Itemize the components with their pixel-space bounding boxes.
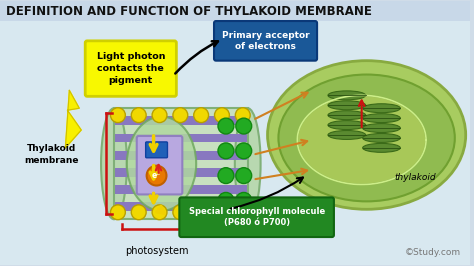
Circle shape: [236, 193, 252, 208]
Circle shape: [152, 205, 167, 220]
Circle shape: [235, 205, 250, 220]
Circle shape: [173, 205, 188, 220]
Circle shape: [215, 108, 229, 123]
Circle shape: [236, 143, 252, 159]
FancyBboxPatch shape: [214, 21, 317, 61]
Polygon shape: [65, 90, 81, 148]
Circle shape: [218, 193, 234, 208]
Circle shape: [235, 108, 250, 123]
Circle shape: [218, 118, 234, 134]
Ellipse shape: [363, 134, 401, 142]
Ellipse shape: [297, 95, 426, 185]
FancyBboxPatch shape: [146, 142, 167, 158]
Text: Light photon
contacts the
pigment: Light photon contacts the pigment: [97, 52, 165, 85]
Ellipse shape: [328, 131, 365, 139]
Bar: [114, 134, 248, 143]
Bar: [114, 108, 248, 219]
Text: Primary acceptor
of electrons: Primary acceptor of electrons: [222, 31, 310, 51]
Ellipse shape: [278, 74, 455, 201]
Circle shape: [194, 205, 209, 220]
Circle shape: [236, 118, 252, 134]
Ellipse shape: [328, 120, 365, 130]
Bar: [114, 108, 248, 219]
Ellipse shape: [267, 61, 466, 209]
Circle shape: [146, 166, 166, 185]
Circle shape: [218, 143, 234, 159]
Text: Special chlorophyll molecule
(P680 ó P700): Special chlorophyll molecule (P680 ó P70…: [189, 207, 325, 227]
Bar: [114, 202, 248, 211]
Text: e⁻: e⁻: [152, 171, 161, 180]
Circle shape: [152, 108, 167, 123]
Ellipse shape: [363, 104, 401, 113]
Text: ©Study.com: ©Study.com: [404, 248, 460, 257]
Circle shape: [194, 108, 209, 123]
Bar: [0, 1, 470, 21]
FancyBboxPatch shape: [179, 197, 334, 237]
Text: photosystem: photosystem: [125, 246, 188, 256]
Text: thylakoid: thylakoid: [394, 173, 436, 182]
Circle shape: [110, 108, 125, 123]
Ellipse shape: [235, 108, 261, 219]
FancyBboxPatch shape: [137, 136, 182, 194]
Ellipse shape: [363, 143, 401, 152]
Text: DEFINITION AND FUNCTION OF THYLAKOID MEMBRANE: DEFINITION AND FUNCTION OF THYLAKOID MEM…: [6, 5, 372, 18]
Ellipse shape: [363, 124, 401, 132]
Ellipse shape: [328, 101, 365, 110]
Circle shape: [173, 108, 188, 123]
Text: Thylakoid
membrane: Thylakoid membrane: [24, 144, 79, 165]
Ellipse shape: [101, 108, 127, 219]
Circle shape: [110, 205, 125, 220]
Ellipse shape: [328, 91, 365, 100]
Ellipse shape: [363, 114, 401, 123]
Bar: [114, 117, 248, 125]
Circle shape: [215, 205, 229, 220]
Bar: [114, 185, 248, 194]
Circle shape: [218, 168, 234, 184]
FancyBboxPatch shape: [85, 41, 176, 96]
Circle shape: [131, 205, 146, 220]
Ellipse shape: [127, 117, 196, 211]
Circle shape: [131, 108, 146, 123]
Circle shape: [236, 168, 252, 184]
Ellipse shape: [328, 111, 365, 120]
Bar: [114, 168, 248, 177]
Bar: [114, 151, 248, 160]
